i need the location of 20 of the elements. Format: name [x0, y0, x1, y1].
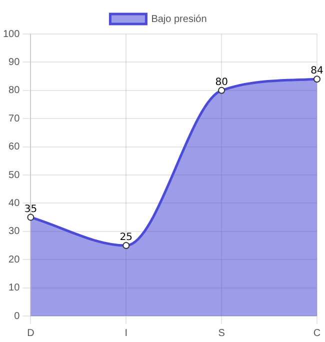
x-tick-label: I	[124, 328, 128, 339]
y-tick-label: 100	[2, 28, 20, 40]
y-tick-label: 90	[8, 56, 20, 68]
data-label: 84	[310, 66, 324, 77]
data-label: 35	[24, 204, 38, 215]
y-tick-label: 80	[8, 85, 20, 96]
x-tick-label: C	[313, 328, 321, 339]
y-tick-label: 20	[8, 254, 20, 266]
y-tick-label: 50	[8, 170, 20, 181]
x-tick-label: S	[218, 328, 226, 339]
legend-label: Bajo presión	[151, 14, 207, 25]
x-tick-label: D	[27, 328, 34, 339]
y-tick-label: 0	[14, 310, 20, 322]
y-tick-label: 40	[8, 198, 20, 209]
data-label: 80	[215, 76, 228, 88]
y-tick-label: 30	[8, 226, 20, 238]
y-tick-label: 10	[8, 282, 20, 294]
data-label: 25	[120, 232, 132, 244]
y-tick-label: 70	[8, 113, 20, 124]
y-tick-label: 60	[8, 142, 20, 153]
